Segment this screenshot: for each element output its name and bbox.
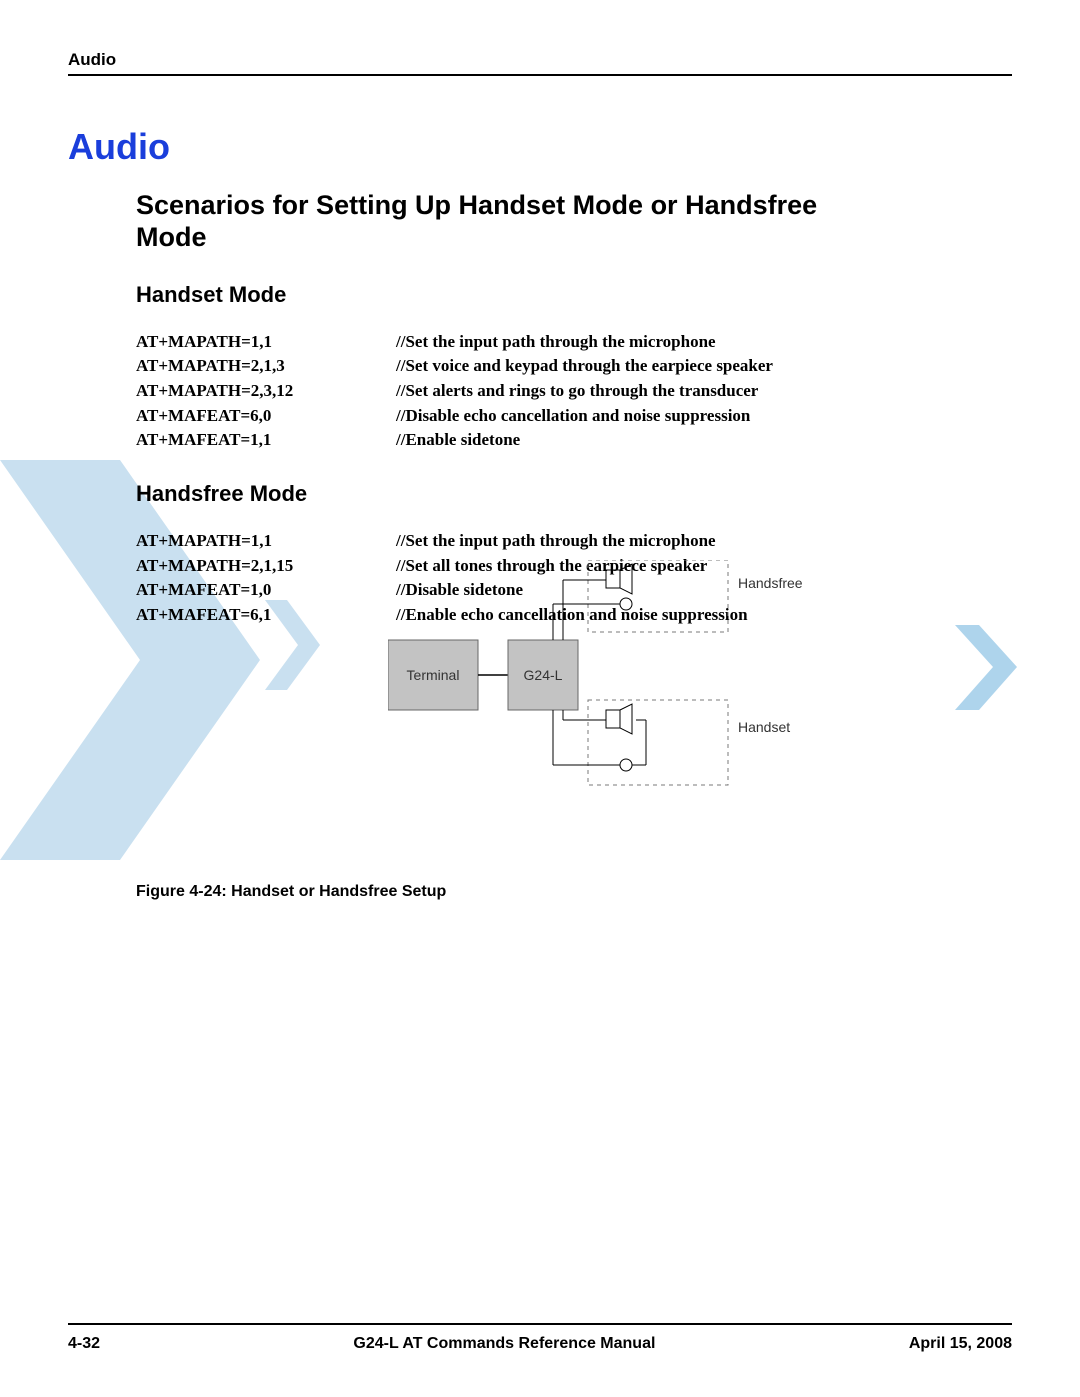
page-title: Audio bbox=[68, 126, 1012, 168]
handset-commands: AT+MAPATH=1,1//Set the input path throug… bbox=[136, 330, 1012, 453]
footer-row: 4-32 G24-L AT Commands Reference Manual … bbox=[68, 1335, 1012, 1353]
cmd-row: AT+MAPATH=2,1,3//Set voice and keypad th… bbox=[136, 354, 1012, 379]
svg-text:G24-L: G24-L bbox=[524, 667, 563, 683]
cmd-row: AT+MAFEAT=1,1//Enable sidetone bbox=[136, 428, 1012, 453]
footer-page: 4-32 bbox=[68, 1335, 100, 1353]
footer-date: April 15, 2008 bbox=[909, 1335, 1012, 1353]
handset-heading: Handset Mode bbox=[136, 282, 1012, 308]
section-subtitle: Scenarios for Setting Up Handset Mode or… bbox=[136, 190, 856, 254]
cmd-row: AT+MAPATH=2,3,12//Set alerts and rings t… bbox=[136, 379, 1012, 404]
footer-center: G24-L AT Commands Reference Manual bbox=[353, 1335, 655, 1353]
cmd-row: AT+MAFEAT=6,0//Disable echo cancellation… bbox=[136, 404, 1012, 429]
footer-rule bbox=[68, 1323, 1012, 1325]
cmd-row: AT+MAPATH=1,1//Set the input path throug… bbox=[136, 529, 1012, 554]
figure-diagram: Terminal G24-L Handsfree Handset bbox=[388, 560, 818, 790]
cmd-row: AT+MAPATH=1,1//Set the input path throug… bbox=[136, 330, 1012, 355]
svg-text:Handset: Handset bbox=[738, 719, 790, 735]
svg-text:Terminal: Terminal bbox=[407, 667, 460, 683]
svg-text:Handsfree: Handsfree bbox=[738, 575, 803, 591]
header-label: Audio bbox=[68, 50, 1012, 70]
header-rule bbox=[68, 74, 1012, 76]
handsfree-heading: Handsfree Mode bbox=[136, 481, 1012, 507]
figure-caption: Figure 4-24: Handset or Handsfree Setup bbox=[136, 883, 1012, 901]
